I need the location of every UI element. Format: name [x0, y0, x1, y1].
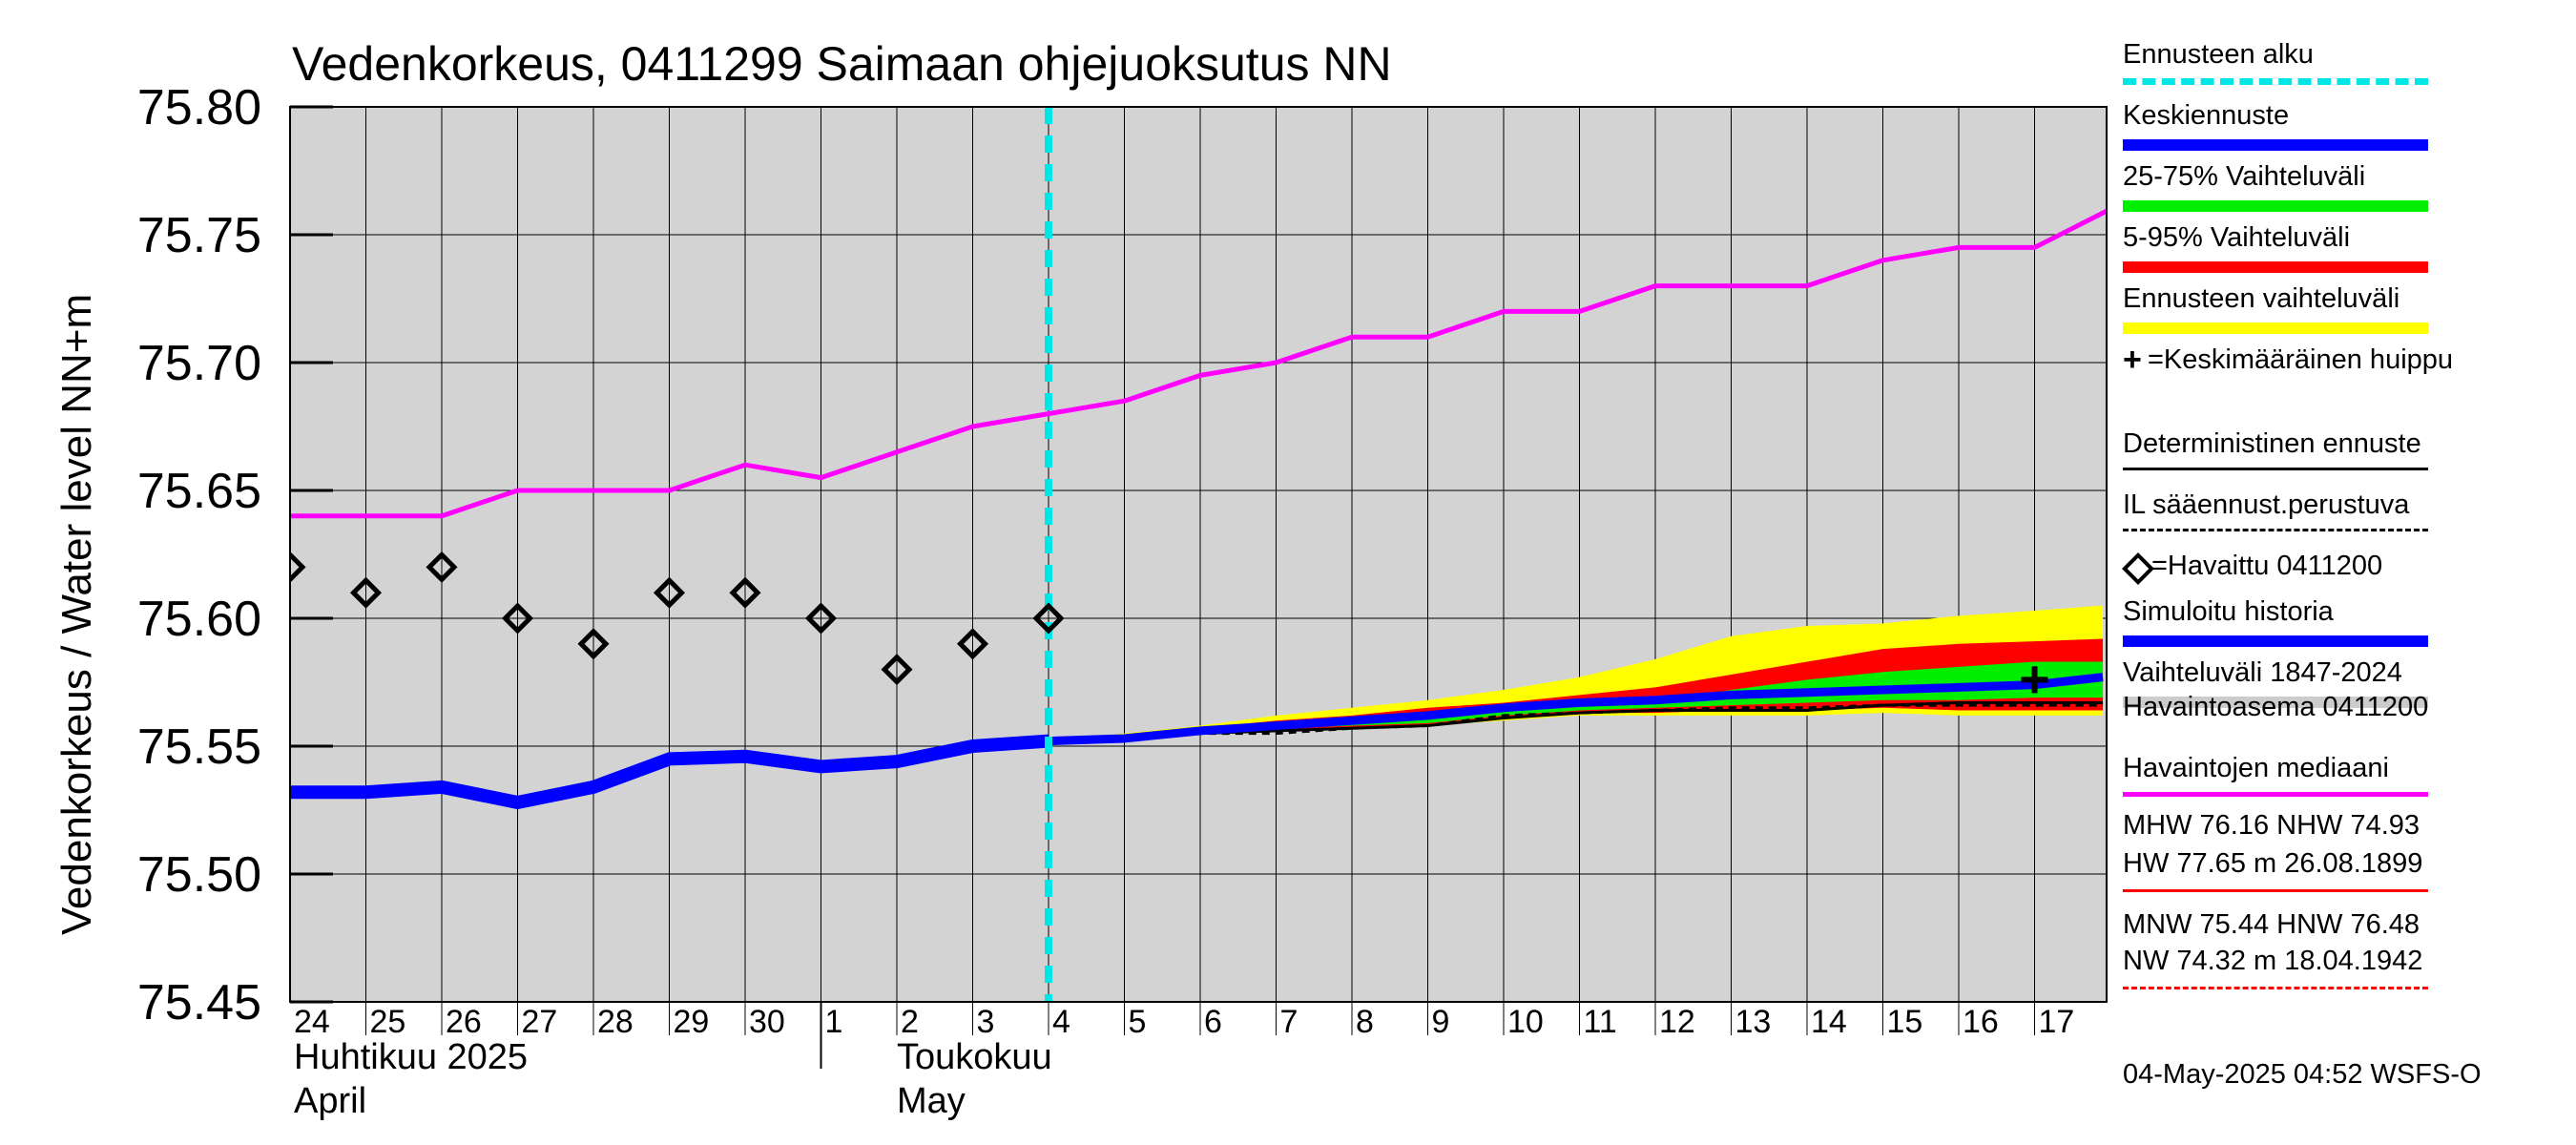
legend-label: Havaintoasema 0411200: [2123, 692, 2429, 722]
legend-label: =Keskimääräinen huippu: [2148, 344, 2454, 375]
plot-area: [290, 107, 2107, 1002]
x-tick-label: 11: [1584, 1004, 1617, 1040]
observed-point: [290, 551, 306, 583]
y-axis-label: Vedenkorkeus / Water level NN+m: [53, 294, 100, 935]
x-tick-label: 8: [1356, 1004, 1374, 1040]
stat-nw: NW 74.32 m 18.04.1942: [2123, 946, 2423, 976]
x-tick-label: 2: [901, 1004, 919, 1040]
x-tick-label: 24: [294, 1004, 330, 1040]
legend-swatch: [2123, 468, 2428, 470]
legend-swatch: [2123, 529, 2428, 531]
timestamp-footer: 04-May-2025 04:52 WSFS-O: [2123, 1059, 2482, 1090]
stat-mnw-hnw: MNW 75.44 HNW 76.48: [2123, 909, 2420, 940]
x-tick-label: 27: [522, 1004, 558, 1040]
observed-point: [1032, 602, 1065, 635]
legend-label: IL sääennust.perustuva: [2123, 489, 2410, 520]
y-tick-label: 75.50: [137, 847, 261, 903]
x-axis: 24 25 26 27 28 29 30 1 2 3 4 5 6 7 8 9 10 11 12 13 14 15 16 17: [294, 1002, 2074, 1069]
y-tick-label: 75.55: [137, 719, 261, 775]
x-tick-label: 5: [1129, 1004, 1147, 1040]
observed-point: [881, 654, 913, 686]
legend-swatch: [2123, 323, 2428, 334]
x-tick-label: 17: [2039, 1004, 2075, 1040]
y-axis: 75.45 75.50 75.55 75.60 75.65 75.70 75.75 75.80: [137, 80, 333, 1030]
x-tick-label: 4: [1052, 1004, 1070, 1040]
legend-label: Simuloitu historia: [2123, 596, 2334, 627]
stat-mhw-nhw: MHW 76.16 NHW 74.93: [2123, 810, 2420, 841]
x-tick-label: 12: [1659, 1004, 1695, 1040]
legend-label: Deterministinen ennuste: [2123, 428, 2421, 459]
legend-label: Havaintojen mediaani: [2123, 753, 2389, 783]
median-line: [290, 208, 2107, 519]
x-tick-label: 14: [1811, 1004, 1847, 1040]
legend-label: Ennusteen alku: [2123, 39, 2314, 70]
y-tick-label: 75.60: [137, 592, 261, 647]
x-tick-label: 25: [370, 1004, 406, 1040]
legend-swatch: [2123, 139, 2428, 151]
legend-label: 25-75% Vaihteluväli: [2123, 161, 2366, 192]
observed-point: [426, 551, 458, 583]
month-label-april-fi: Huhtikuu 2025: [294, 1037, 528, 1077]
y-tick-label: 75.80: [137, 80, 261, 135]
month-label-april-en: April: [294, 1081, 366, 1121]
stat-hw: HW 77.65 m 26.08.1899: [2123, 848, 2423, 879]
x-tick-label: 30: [749, 1004, 785, 1040]
plus-icon: +: [2123, 342, 2142, 378]
observed-point: [956, 628, 989, 660]
x-tick-label: 28: [597, 1004, 634, 1040]
legend-swatch: [2123, 697, 2428, 708]
x-tick-label: 13: [1735, 1004, 1772, 1040]
y-tick-label: 75.45: [137, 975, 261, 1030]
observed-point: [501, 602, 534, 635]
x-tick-label: 6: [1204, 1004, 1222, 1040]
x-tick-label: 29: [674, 1004, 710, 1040]
legend-swatch: [2123, 792, 2428, 797]
x-tick-label: 1: [825, 1004, 843, 1040]
chart-title: Vedenkorkeus, 0411299 Saimaan ohjejuoksu…: [292, 37, 1392, 91]
stat-nw-line: [2123, 987, 2428, 989]
legend-label: =Havaittu 0411200: [2151, 551, 2383, 581]
simulated-history-line: [290, 734, 1049, 809]
stat-hw-line: [2123, 889, 2428, 892]
legend-swatch: [2123, 200, 2428, 212]
legend-swatch: [2123, 261, 2428, 273]
x-tick-label: 10: [1507, 1004, 1544, 1040]
month-label-may-fi: Toukokuu: [897, 1037, 1052, 1077]
observed-point: [804, 602, 838, 635]
mean-peak-marker: [2021, 666, 2048, 694]
legend-label: Ennusteen vaihteluväli: [2123, 283, 2400, 314]
observed-point: [729, 576, 761, 609]
legend-swatch: [2123, 78, 2428, 85]
y-tick-label: 75.65: [137, 464, 261, 519]
grid-lines: [290, 106, 2107, 1003]
band-5-95: [1049, 638, 2104, 741]
month-label-may-en: May: [897, 1081, 966, 1121]
legend-label: Vaihteluväli 1847-2024: [2123, 657, 2402, 688]
legend-swatch: [2123, 635, 2428, 647]
observed-point: [653, 576, 686, 609]
legend-label: Keskiennuste: [2123, 100, 2290, 131]
mean-forecast-line: [1048, 673, 2104, 746]
x-tick-label: 3: [977, 1004, 995, 1040]
y-tick-label: 75.70: [137, 336, 261, 391]
x-tick-label: 7: [1280, 1004, 1298, 1040]
plot-background: [290, 107, 2107, 1002]
x-tick-label: 16: [1963, 1004, 1999, 1040]
x-tick-label: 9: [1432, 1004, 1450, 1040]
band-25-75: [1049, 661, 2104, 741]
plot-frame: [289, 106, 2108, 1003]
x-tick-label: 15: [1887, 1004, 1923, 1040]
observed-point: [577, 628, 610, 660]
legend-label: 5-95% Vaihteluväli: [2123, 222, 2351, 253]
y-tick-label: 75.75: [137, 208, 261, 263]
observed-point: [349, 576, 383, 609]
x-tick-label: 26: [446, 1004, 482, 1040]
